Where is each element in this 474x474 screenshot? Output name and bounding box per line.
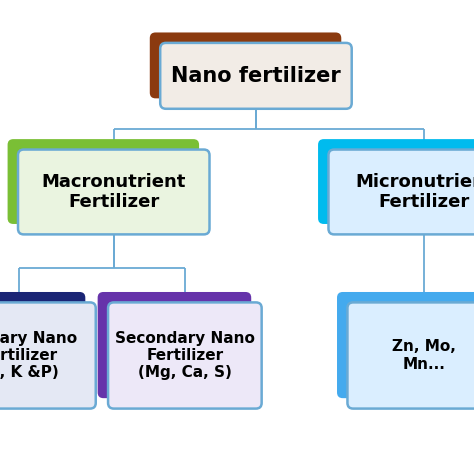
FancyBboxPatch shape	[328, 150, 474, 235]
FancyBboxPatch shape	[347, 302, 474, 409]
FancyBboxPatch shape	[108, 302, 262, 409]
FancyBboxPatch shape	[0, 292, 85, 398]
FancyBboxPatch shape	[318, 139, 474, 224]
Text: Macronutrient
Fertilizer: Macronutrient Fertilizer	[42, 173, 186, 211]
FancyBboxPatch shape	[337, 292, 474, 398]
FancyBboxPatch shape	[8, 139, 199, 224]
Text: Zn, Mo,
Mn...: Zn, Mo, Mn...	[392, 339, 456, 372]
FancyBboxPatch shape	[98, 292, 251, 398]
FancyBboxPatch shape	[0, 302, 96, 409]
Text: Nano fertilizer: Nano fertilizer	[171, 66, 341, 86]
FancyBboxPatch shape	[18, 150, 210, 235]
FancyBboxPatch shape	[150, 33, 341, 99]
Text: Primary Nano
Fertilizer
(N, K &P): Primary Nano Fertilizer (N, K &P)	[0, 330, 78, 381]
FancyBboxPatch shape	[160, 43, 352, 109]
Text: Secondary Nano
Fertilizer
(Mg, Ca, S): Secondary Nano Fertilizer (Mg, Ca, S)	[115, 330, 255, 381]
Text: Micronutrient
Fertilizer: Micronutrient Fertilizer	[355, 173, 474, 211]
